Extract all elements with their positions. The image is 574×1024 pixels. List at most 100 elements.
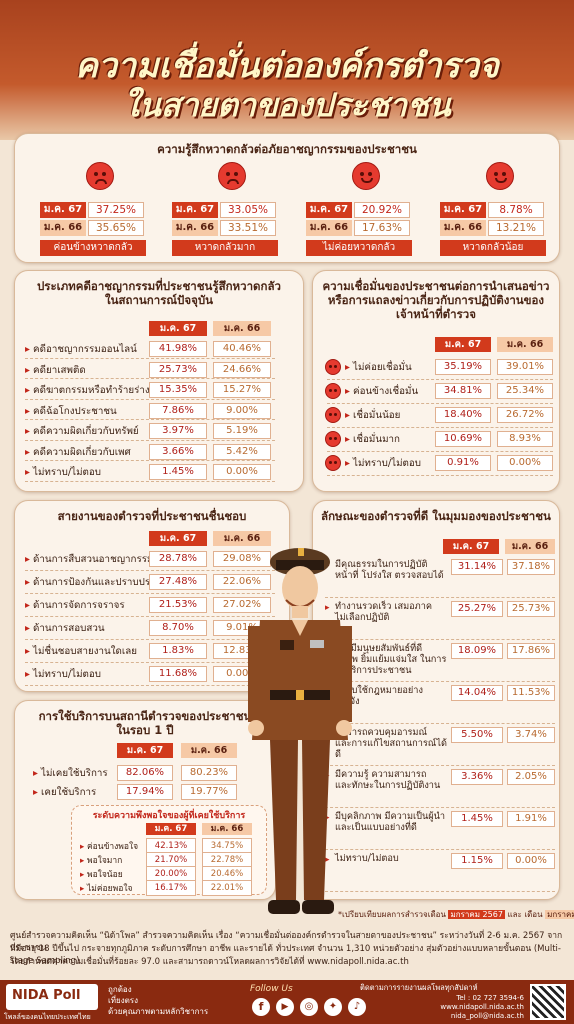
row-divider: [325, 681, 555, 682]
row-label-line: และเป็นแบบอย่างที่ดี: [335, 822, 417, 833]
crime-heading-1: ประเภทคดีอาชญากรรมที่ประชาชนรู้สึกหวาดกล…: [37, 279, 281, 293]
row-label: ไม่ค่อยเชื่อมั่น: [345, 360, 412, 375]
table-row: ▸บังคับใช้กฎหมายอย่างจริงจัง14.04%11.53%: [325, 685, 555, 725]
smile-face-icon: [486, 162, 514, 190]
row-label: ไม่ทราบ/ไม่ตอบ: [345, 456, 421, 471]
value-67: 25.27%: [451, 601, 503, 617]
row-divider: [327, 379, 553, 380]
value-67: 0.91%: [435, 455, 491, 471]
value-66: 80.23%: [181, 765, 237, 781]
row-divider: [25, 616, 275, 617]
table-row: คดีอาชญากรรมออนไลน์ 41.98% 40.46%: [25, 341, 275, 359]
twitter-icon[interactable]: ✦: [324, 998, 342, 1016]
tag-67: ม.ค. 67: [172, 202, 218, 218]
row-label-line: สุภาพ ยิ้มแย้มแจ่มใส ในการ: [335, 654, 447, 665]
value-66: 5.42%: [213, 443, 271, 460]
table-row: เชื่อมั่นน้อย 18.40% 26.72%: [325, 407, 553, 428]
bullet-icon: ▸: [325, 603, 330, 613]
row-divider: [25, 480, 275, 482]
row-label: คดีฉ้อโกงประชาชน: [25, 404, 117, 419]
fear-value-67: 37.25%: [88, 202, 144, 218]
crying-face-icon: [218, 162, 246, 190]
units-heading: สายงานของตำรวจที่ประชาชนชื่นชอบ: [57, 509, 247, 523]
value-67: 17.94%: [117, 784, 173, 800]
contact-label: ติดตามการรายงานผลโพลทุกสัปดาห์: [360, 983, 478, 992]
row-divider: [25, 570, 275, 571]
fear-value-66: 13.21%: [488, 220, 544, 236]
police-units-panel: สายงานของตำรวจที่ประชาชนชื่นชอบ ม.ค. 67 …: [14, 500, 290, 692]
row-divider: [325, 891, 555, 892]
row-label: คดียาเสพติด: [25, 363, 86, 378]
table-row: เคยใช้บริการ 17.94% 19.77%: [33, 784, 247, 802]
column-header-66: ม.ค. 66: [181, 743, 237, 758]
comparison-note: *เปรียบเทียบผลการสำรวจเดือน มกราคม 2567 …: [338, 908, 574, 921]
youtube-icon[interactable]: ▶: [276, 998, 294, 1016]
emotion-face-icon: [325, 383, 341, 399]
news-heading-2: หรือการแถลงข่าวเกี่ยวกับการปฏิบัติงานของ: [327, 293, 545, 307]
value-67: 15.35%: [149, 382, 207, 398]
value-67: 11.68%: [149, 666, 207, 682]
value-67: 1.83%: [149, 643, 207, 659]
satisfaction-subpanel: ระดับความพึงพอใจของผู้ที่เคยใช้บริการ ม.…: [71, 805, 267, 896]
row-divider: [325, 723, 555, 724]
value-66: 19.77%: [181, 784, 237, 800]
fear-label: ค่อนข้างหวาดกลัว: [40, 240, 146, 256]
fear-value-66: 33.51%: [220, 220, 276, 236]
social-icons: f ▶ ◎ ✦ ♪: [252, 998, 366, 1016]
instagram-icon[interactable]: ◎: [300, 998, 318, 1016]
row-label: เชื่อมั่นมาก: [345, 432, 400, 447]
fear-item: ม.ค. 67 33.05% ม.ค. 66 33.51% หวาดกลัวมา…: [168, 160, 296, 256]
table-row: ค่อนข้างเชื่อมั่น 34.81% 25.34%: [325, 383, 553, 404]
row-label-line: และการแก้ไขสถานการณ์ได้ดี: [335, 738, 447, 760]
value-66: 0.00%: [213, 464, 271, 480]
service-heading-1: การใช้บริการบนสถานีตำรวจของประชาชน: [38, 709, 252, 723]
fear-item: ม.ค. 67 37.25% ม.ค. 66 35.65% ค่อนข้างหว…: [36, 160, 164, 256]
row-label: ไม่ชื่นชอบสายงานใดเลย: [25, 644, 137, 659]
tagline-3: ด้วยคุณภาพตามหลักวิชาการ: [108, 1007, 209, 1016]
service-heading-2: ในรอบ 1 ปี: [116, 723, 174, 737]
value-67: 7.86%: [149, 402, 207, 419]
tag-66: ม.ค. 66: [40, 220, 86, 236]
table-row: ▸สามารถควบคุมอารมณ์และการแก้ไขสถานการณ์ไ…: [325, 727, 555, 767]
website[interactable]: www.nidapoll.nida.ac.th: [440, 1003, 524, 1011]
column-header-67: ม.ค. 67: [146, 823, 196, 835]
row-label: ด้านการสืบสวนอาชญากรรม: [25, 552, 153, 567]
row-label: ไม่เคยใช้บริการ: [33, 766, 108, 781]
table-row: ▸ ไม่ทราบ/ไม่ตอบ 1.15% 0.00%: [325, 853, 555, 893]
title-line-1: ความเชื่อมั่นต่อองค์กรตำรวจ: [75, 46, 499, 86]
table-row: เชื่อมั่นมาก 10.69% 8.93%: [325, 431, 553, 452]
nida-poll-logo: NIDA Poll: [6, 984, 98, 1010]
facebook-icon[interactable]: f: [252, 998, 270, 1016]
tag-67: ม.ค. 67: [440, 202, 486, 218]
table-row: คดียาเสพติด 25.73% 24.66%: [25, 361, 275, 380]
note-prefix: *เปรียบเทียบผลการสำรวจเดือน: [338, 910, 446, 919]
value-67: 1.45%: [149, 464, 207, 480]
table-row: ไม่ทราบ/ไม่ตอบ 0.91% 0.00%: [325, 455, 553, 476]
tiktok-icon[interactable]: ♪: [348, 998, 366, 1016]
value-67: 82.06%: [117, 765, 173, 781]
row-label-line: และทักษะในการปฏิบัติงาน: [335, 780, 441, 791]
footnote-line-2: ที่มีอายุ 18 ปีขึ้นไป กระจายทุกภูมิภาค ร…: [10, 944, 561, 966]
fear-value-66: 35.65%: [88, 220, 144, 236]
fear-label: หวาดกลัวน้อย: [440, 240, 546, 256]
table-row: ▸มีคุณธรรมในการปฏิบัติหน้าที่ โปร่งใส ตร…: [325, 559, 555, 599]
qr-code[interactable]: [530, 984, 566, 1020]
bottom-bar: NIDA Poll โพลล์ของคนไทยประเทศไทย ถูกต้อง…: [0, 980, 574, 1024]
police-officer-illustration: [248, 548, 352, 914]
row-label: ไม่ทราบ/ไม่ตอบ: [25, 667, 101, 682]
row-label: เชื่อมั่นน้อย: [345, 408, 400, 423]
row-label: ด้านการป้องกันและปราบปราม: [25, 575, 162, 590]
note-mid: และ เดือน: [507, 910, 543, 919]
table-row: ไม่เคยใช้บริการ 82.06% 80.23%: [33, 765, 247, 783]
value-67: 16.17%: [146, 880, 196, 896]
email[interactable]: nida_poll@nida.ac.th: [450, 1012, 524, 1020]
row-label-line: ไม่เลือกปฏิบัติ: [335, 612, 390, 623]
fear-item: ม.ค. 67 8.78% ม.ค. 66 13.21% หวาดกลัวน้อ…: [436, 160, 564, 256]
value-66: 22.06%: [213, 574, 271, 590]
row-label: คดีความผิดเกี่ยวกับเพศ: [25, 445, 131, 460]
row-divider: [25, 439, 275, 441]
